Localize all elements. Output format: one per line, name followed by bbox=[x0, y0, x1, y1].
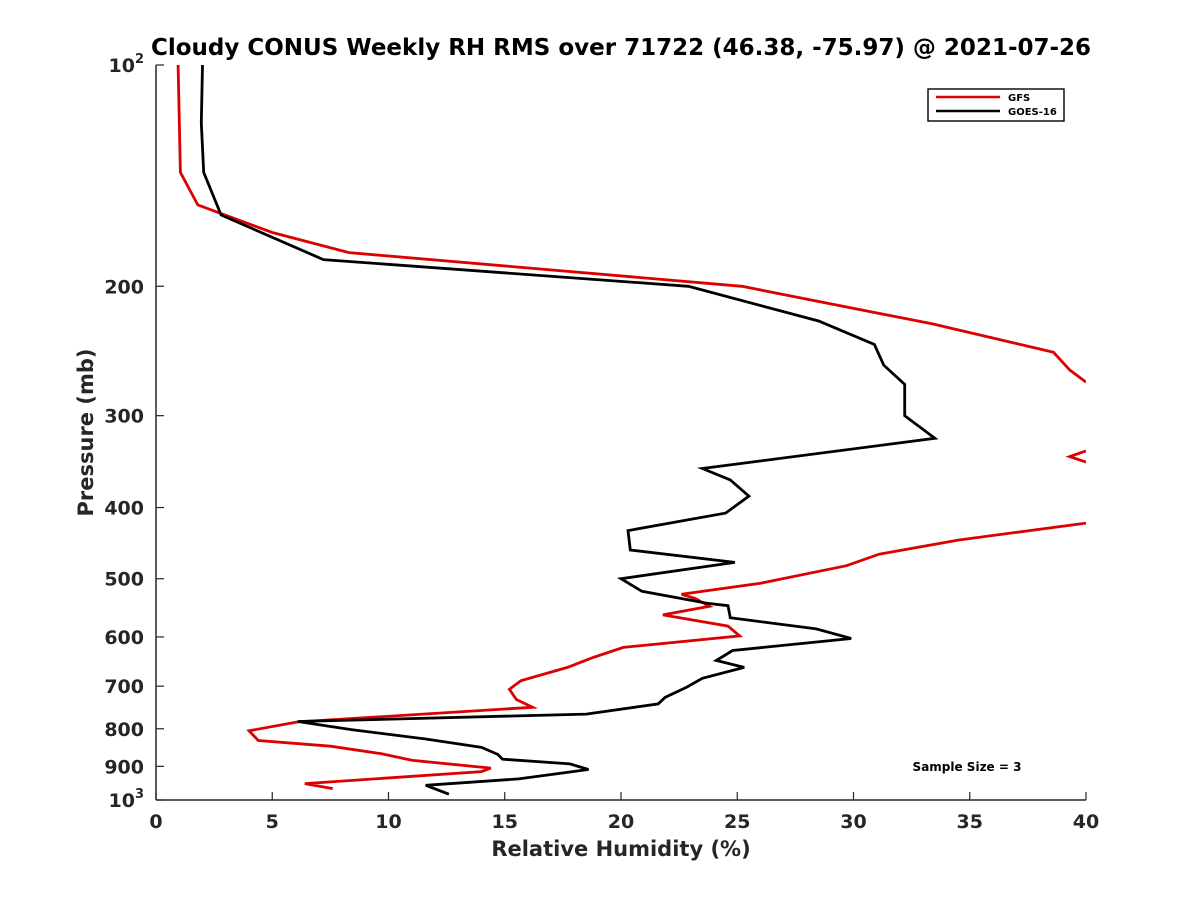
y-tick-exponent: 2 bbox=[135, 52, 144, 67]
y-tick-label: 500 bbox=[104, 569, 144, 591]
x-tick-label: 20 bbox=[608, 811, 634, 833]
x-tick-label: 30 bbox=[840, 811, 866, 833]
legend-label-goes-16: GOES-16 bbox=[1008, 107, 1057, 118]
y-tick-label: 800 bbox=[104, 719, 144, 741]
plot-area: 0 5 10 15 20 25 30 35 40102200300400500600700800… bbox=[104, 52, 1099, 833]
x-tick-label: 40 bbox=[1073, 811, 1099, 833]
y-tick-base: 10 bbox=[109, 55, 135, 77]
x-tick-label: 35 bbox=[957, 811, 983, 833]
x-tick-label: 10 bbox=[375, 811, 401, 833]
y-tick-label: 700 bbox=[104, 676, 144, 698]
legend-box bbox=[927, 88, 1065, 122]
y-tick-label: 300 bbox=[104, 406, 144, 428]
gfs-line-segment-1 bbox=[176, 65, 1086, 384]
y-tick-label: 200 bbox=[104, 276, 144, 298]
y-tick-label: 400 bbox=[104, 498, 144, 520]
x-axis-label: Relative Humidity (%) bbox=[491, 837, 750, 861]
chart-title: Cloudy CONUS Weekly RH RMS over 71722 (4… bbox=[151, 35, 1091, 61]
y-tick-label: 103 bbox=[109, 787, 145, 812]
y-tick-label: 900 bbox=[104, 756, 144, 778]
y-tick-label: 600 bbox=[104, 627, 144, 649]
sample-size-annotation: Sample Size = 3 bbox=[913, 760, 1022, 774]
x-tick-label: 15 bbox=[492, 811, 518, 833]
x-tick-label: 25 bbox=[724, 811, 750, 833]
y-tick-base: 10 bbox=[109, 790, 135, 812]
x-tick-label: 5 bbox=[266, 811, 279, 833]
gfs-line-segment-3 bbox=[246, 521, 1086, 790]
legend-label-gfs: GFS bbox=[1008, 93, 1030, 104]
y-tick-exponent: 3 bbox=[135, 787, 144, 802]
y-tick-label: 102 bbox=[109, 52, 145, 77]
x-tick-label: 0 bbox=[149, 811, 162, 833]
y-axis-label: Pressure (mb) bbox=[74, 349, 98, 517]
goes-16-line-segment-1 bbox=[199, 65, 939, 796]
series-group bbox=[176, 65, 1086, 796]
legend: GFS GOES-16 bbox=[927, 88, 1065, 122]
gfs-line-segment-2 bbox=[1065, 449, 1086, 464]
